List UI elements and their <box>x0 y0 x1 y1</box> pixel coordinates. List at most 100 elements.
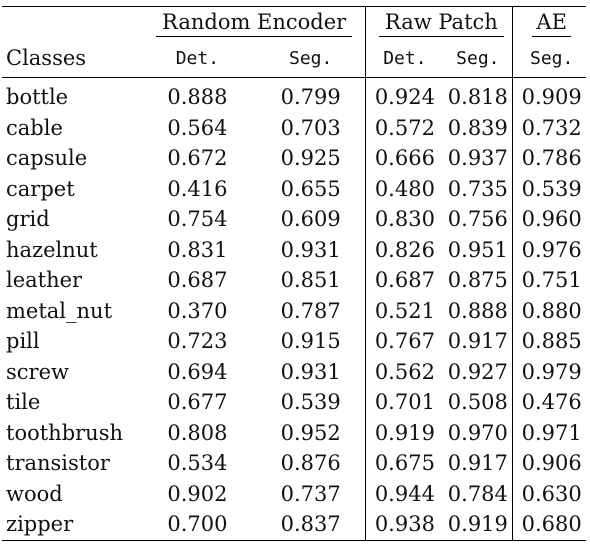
value-cell: 0.687 <box>374 268 435 293</box>
value-cell: 0.723 <box>167 329 228 354</box>
group-header-ae: AE <box>512 6 586 39</box>
column-header-re-det: Det. <box>138 39 252 78</box>
class-name-cell: screw <box>6 359 69 384</box>
table-row: screw 0.694 0.931 0.562 0.927 0.979 <box>2 356 586 387</box>
value-cell: 0.572 <box>374 115 435 140</box>
value-cell: 0.751 <box>521 268 582 293</box>
table-row: bottle 0.888 0.799 0.924 0.818 0.909 <box>2 82 586 113</box>
table-row: toothbrush 0.808 0.952 0.919 0.970 0.971 <box>2 417 586 448</box>
class-name-cell: toothbrush <box>6 420 123 445</box>
value-cell: 0.735 <box>439 173 514 204</box>
table-row: zipper 0.700 0.837 0.938 0.919 0.680 <box>2 509 586 541</box>
value-cell: 0.767 <box>374 329 435 354</box>
table-row: capsule 0.672 0.925 0.666 0.937 0.786 <box>2 143 586 174</box>
value-cell: 0.564 <box>167 115 228 140</box>
group-header-random-encoder: Random Encoder <box>138 6 367 39</box>
table-row: wood 0.902 0.737 0.944 0.784 0.630 <box>2 478 586 509</box>
value-cell: 0.675 <box>374 451 435 476</box>
value-cell: 0.931 <box>251 234 367 265</box>
value-cell: 0.416 <box>167 176 228 201</box>
class-name-cell: zipper <box>2 509 139 541</box>
value-cell: 0.756 <box>439 204 514 235</box>
value-cell: 0.876 <box>251 448 367 479</box>
results-table: Random Encoder Raw Patch AE Classes Det.… <box>2 6 586 541</box>
table-row: grid 0.754 0.609 0.830 0.756 0.960 <box>2 204 586 235</box>
value-cell: 0.909 <box>521 85 582 110</box>
table-row: transistor 0.534 0.876 0.675 0.917 0.906 <box>2 448 586 479</box>
value-cell: 0.888 <box>167 85 228 110</box>
table-row: tile 0.677 0.539 0.701 0.508 0.476 <box>2 387 586 418</box>
table-row: carpet 0.416 0.655 0.480 0.735 0.539 <box>2 173 586 204</box>
value-cell: 0.700 <box>138 509 252 541</box>
blank-header-cell <box>2 6 139 39</box>
value-cell: 0.521 <box>374 298 435 323</box>
value-cell: 0.539 <box>521 176 582 201</box>
value-cell: 0.902 <box>167 481 228 506</box>
header-gap-row <box>2 77 586 82</box>
value-cell: 0.885 <box>521 329 582 354</box>
value-cell: 0.808 <box>167 420 228 445</box>
value-cell: 0.971 <box>521 420 582 445</box>
value-cell: 0.875 <box>439 265 514 296</box>
value-cell: 0.927 <box>439 356 514 387</box>
table-row: pill 0.723 0.915 0.767 0.917 0.885 <box>2 326 586 357</box>
value-cell: 0.952 <box>251 417 367 448</box>
table-row: hazelnut 0.831 0.931 0.826 0.951 0.976 <box>2 234 586 265</box>
value-cell: 0.818 <box>439 82 514 113</box>
value-cell: 0.925 <box>251 143 367 174</box>
table-row: metal_nut 0.370 0.787 0.521 0.888 0.880 <box>2 295 586 326</box>
value-cell: 0.480 <box>374 176 435 201</box>
value-cell: 0.830 <box>374 207 435 232</box>
value-cell: 0.919 <box>439 509 514 541</box>
class-name-cell: metal_nut <box>6 298 113 323</box>
value-cell: 0.799 <box>251 82 367 113</box>
class-name-cell: pill <box>6 329 40 354</box>
value-cell: 0.786 <box>521 146 582 171</box>
class-name-cell: leather <box>6 268 83 293</box>
value-cell: 0.508 <box>439 387 514 418</box>
value-cell: 0.919 <box>374 420 435 445</box>
class-name-cell: capsule <box>6 146 88 171</box>
value-cell: 0.931 <box>251 356 367 387</box>
value-cell: 0.539 <box>251 387 367 418</box>
value-cell: 0.703 <box>251 112 367 143</box>
value-cell: 0.831 <box>167 237 228 262</box>
value-cell: 0.609 <box>251 204 367 235</box>
class-name-cell: wood <box>6 481 63 506</box>
table-row: cable 0.564 0.703 0.572 0.839 0.732 <box>2 112 586 143</box>
value-cell: 0.370 <box>167 298 228 323</box>
value-cell: 0.937 <box>439 143 514 174</box>
value-cell: 0.917 <box>439 448 514 479</box>
value-cell: 0.976 <box>521 237 582 262</box>
value-cell: 0.826 <box>374 237 435 262</box>
class-name-cell: transistor <box>6 451 110 476</box>
value-cell: 0.951 <box>439 234 514 265</box>
value-cell: 0.851 <box>251 265 367 296</box>
value-cell: 0.960 <box>521 207 582 232</box>
column-header-classes: Classes <box>2 39 139 78</box>
value-cell: 0.888 <box>439 295 514 326</box>
value-cell: 0.970 <box>439 417 514 448</box>
value-cell: 0.630 <box>521 481 582 506</box>
value-cell: 0.837 <box>251 509 367 541</box>
value-cell: 0.917 <box>439 326 514 357</box>
column-header-ae-seg: Seg. <box>512 39 586 78</box>
value-cell: 0.680 <box>512 509 586 541</box>
value-cell: 0.732 <box>521 115 582 140</box>
value-cell: 0.534 <box>167 451 228 476</box>
table-row: leather 0.687 0.851 0.687 0.875 0.751 <box>2 265 586 296</box>
value-cell: 0.915 <box>251 326 367 357</box>
value-cell: 0.880 <box>521 298 582 323</box>
value-cell: 0.476 <box>521 390 582 415</box>
class-name-cell: hazelnut <box>6 237 98 262</box>
class-name-cell: cable <box>6 115 63 140</box>
value-cell: 0.924 <box>374 85 435 110</box>
value-cell: 0.677 <box>167 390 228 415</box>
group-header-row: Random Encoder Raw Patch AE <box>2 6 586 39</box>
value-cell: 0.666 <box>374 146 435 171</box>
class-name-cell: bottle <box>6 85 69 110</box>
class-name-cell: carpet <box>6 176 75 201</box>
value-cell: 0.655 <box>251 173 367 204</box>
value-cell: 0.737 <box>251 478 367 509</box>
